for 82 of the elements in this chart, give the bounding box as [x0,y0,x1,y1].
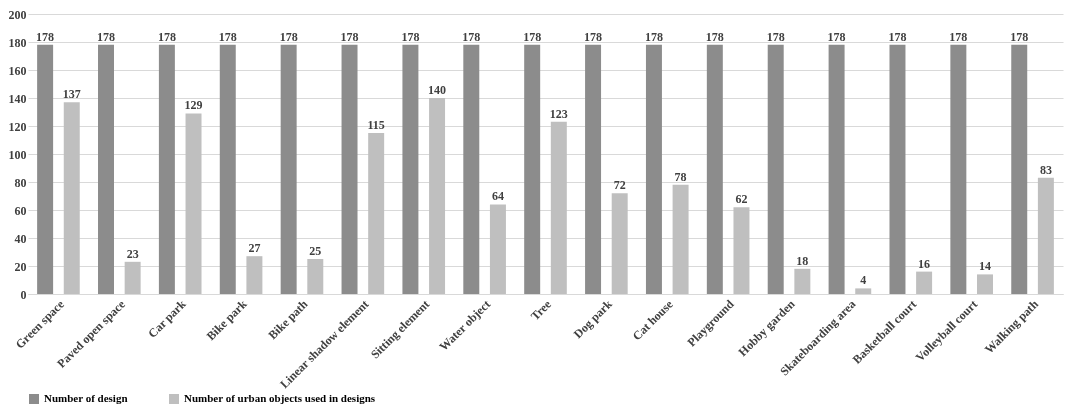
y-tick-label: 60 [14,203,27,218]
data-label: 178 [218,29,237,44]
bar [246,256,263,294]
y-tick-label: 20 [14,259,27,274]
data-label: 178 [36,29,55,44]
bar [341,44,358,294]
bar [368,133,385,294]
data-label: 178 [279,29,298,44]
data-label: 72 [613,178,626,193]
y-tick-label: 100 [8,147,27,162]
data-label: 115 [367,118,385,132]
bar [645,44,662,294]
data-label: 16 [918,256,931,271]
y-tick-label: 140 [8,91,27,106]
data-label: 178 [523,29,542,44]
bar [889,44,906,294]
y-tick-label: 200 [8,7,27,22]
bar [611,193,628,294]
data-label: 178 [705,29,724,44]
data-label: 178 [644,29,663,44]
data-label: 62 [735,192,748,207]
data-label: 178 [827,29,846,44]
data-label: 18 [796,253,809,268]
x-tick-label: Tree [527,296,555,324]
bar [158,44,175,294]
bar [706,44,723,294]
bar [1037,177,1054,294]
bar [916,271,933,294]
data-label: 25 [309,244,322,258]
y-tick-label: 180 [8,35,27,50]
bar [402,44,419,294]
bar [977,274,993,294]
data-label: 178 [1010,29,1029,44]
y-tick-label: 0 [20,287,27,302]
data-label: 178 [340,29,359,44]
data-label: 137 [62,87,81,102]
bar [185,113,202,294]
bar [550,121,567,294]
data-label: 178 [766,29,785,44]
bar [672,184,689,294]
data-label: 178 [949,29,968,44]
data-label: 129 [184,98,203,113]
data-label: 14 [978,259,991,274]
bar [280,44,297,294]
y-tick-label: 80 [14,175,27,190]
data-label: 123 [549,106,568,121]
bar [98,44,114,294]
bar [950,44,967,294]
bar [828,44,845,294]
bar [1011,44,1028,294]
bar [794,268,811,294]
legend-label: Number of design [44,392,128,404]
data-label: 64 [491,189,504,204]
bar [463,44,480,294]
data-label: 27 [248,241,261,256]
data-label: 83 [1039,162,1052,177]
data-label: 178 [157,29,176,44]
bar [307,259,324,294]
bar [37,44,54,294]
data-label: 78 [674,169,687,184]
data-label: 178 [401,29,420,44]
bar [63,102,80,294]
data-label: 178 [888,29,907,44]
y-tick-label: 120 [8,119,27,134]
bar [767,44,784,294]
data-label: 4 [860,273,867,288]
data-label: 178 [97,29,116,44]
bar [429,98,446,294]
data-label: 23 [126,246,139,261]
bar [124,261,141,294]
bar [489,204,506,294]
bar [219,44,236,294]
y-tick-label: 40 [14,231,27,246]
data-label: 178 [462,29,481,44]
data-label: 178 [584,29,603,44]
y-tick-label: 160 [8,63,27,78]
legend-label: Number of urban objects used in designs [184,392,376,404]
bar [855,288,872,294]
bar [733,207,750,294]
data-label: 140 [428,83,447,97]
bar [524,44,541,294]
bar [585,44,602,294]
